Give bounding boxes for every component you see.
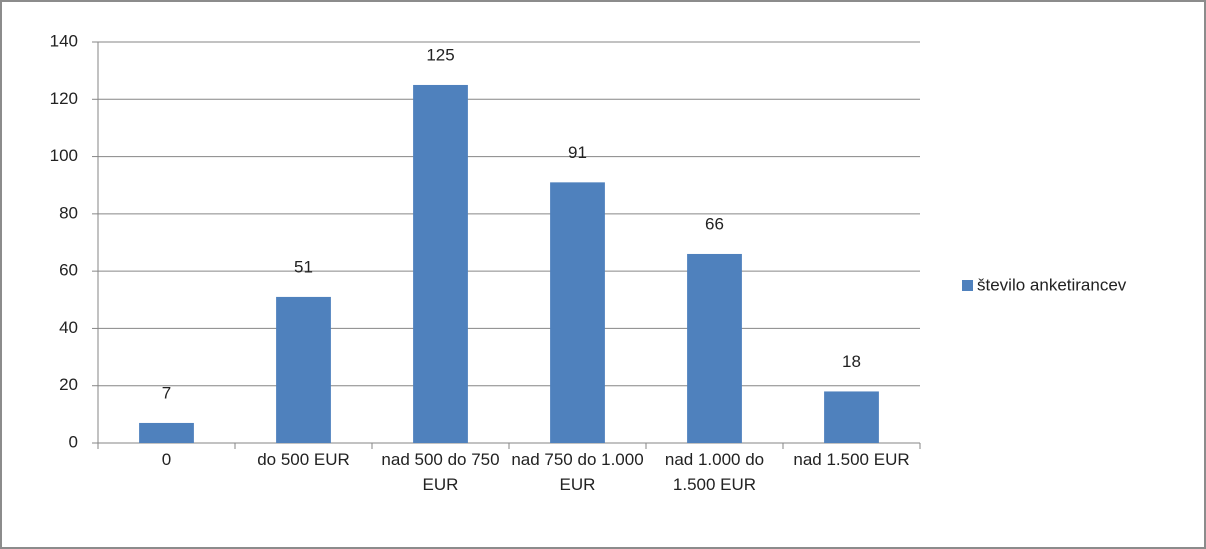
bar (687, 253, 742, 443)
y-tick-label: 140 (50, 31, 78, 50)
x-tick-label: nad 1.000 do 1.500 EUR (664, 450, 765, 494)
bar (550, 182, 605, 443)
y-tick-label: 0 (69, 432, 78, 451)
bar (824, 391, 879, 443)
y-tick-label: 20 (59, 375, 78, 394)
legend-label: število anketirancev (977, 275, 1127, 294)
y-tick-label: 120 (50, 89, 78, 108)
data-label: 7 (162, 383, 171, 402)
x-tick-label: do 500 EUR (257, 450, 350, 469)
legend-swatch (962, 280, 973, 291)
bar (413, 84, 468, 443)
x-tick-label: nad 750 do 1.000 EUR (511, 450, 644, 494)
x-tick-label: nad 1.500 EUR (793, 450, 910, 469)
data-label: 125 (426, 45, 454, 64)
data-label: 91 (568, 143, 587, 162)
data-label: 18 (842, 352, 861, 371)
y-tick-label: 100 (50, 146, 78, 165)
x-tick-label: nad 500 do 750 EUR (381, 450, 500, 494)
y-tick-label: 40 (59, 318, 78, 337)
data-label: 51 (294, 257, 313, 276)
y-tick-label: 80 (59, 203, 78, 222)
data-label: 66 (705, 214, 724, 233)
x-tick-label: 0 (161, 450, 172, 469)
bar (276, 296, 331, 443)
bar (139, 422, 194, 443)
y-tick-label: 60 (59, 261, 78, 280)
